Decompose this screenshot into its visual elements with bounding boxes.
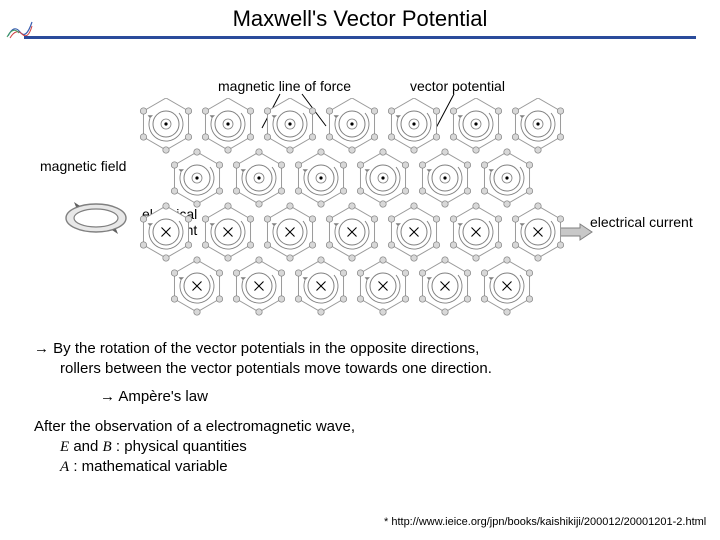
title-underline <box>24 36 696 39</box>
body-line1: → By the rotation of the vector potentia… <box>34 340 479 357</box>
body-a: A : mathematical variable <box>60 458 228 476</box>
label-magnetic-field: magnetic field <box>40 158 126 174</box>
symbol-a: A <box>60 459 69 475</box>
label-vector-potential: vector potential <box>410 78 505 94</box>
body-after: After the observation of a electromagnet… <box>34 418 355 435</box>
slide: Maxwell's Vector Potential magnetic line… <box>0 0 720 540</box>
label-electrical-current-right: electrical current <box>590 214 693 230</box>
body-eb: E and B : physical quantities <box>60 438 247 456</box>
body-line2: rollers between the vector potentials mo… <box>60 360 492 377</box>
hexagon-diagram-icon <box>116 98 584 316</box>
symbol-e: E <box>60 439 69 455</box>
footer-source: * http://www.ieice.org/jpn/books/kaishik… <box>384 516 706 528</box>
body-amperes: → Ampère's law <box>100 388 208 405</box>
symbol-b: B <box>103 439 112 455</box>
label-magnetic-line: magnetic line of force <box>218 78 351 94</box>
page-title: Maxwell's Vector Potential <box>0 6 720 32</box>
